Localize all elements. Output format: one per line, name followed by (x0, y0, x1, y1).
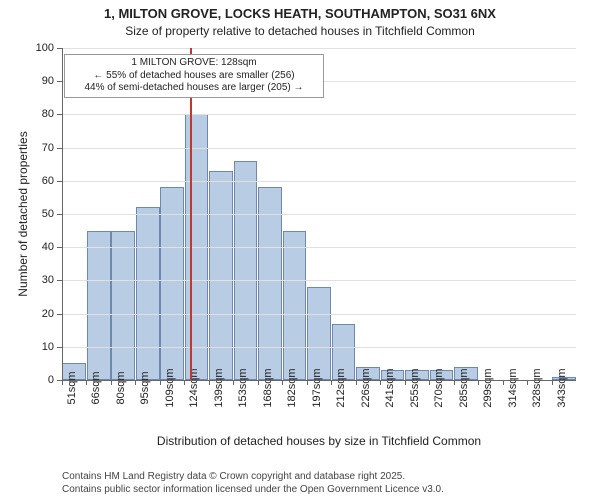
y-tick-label: 60 (0, 175, 54, 187)
chart-footer: Contains HM Land Registry data © Crown c… (0, 470, 600, 496)
footer-line-2: Contains public sector information licen… (62, 483, 600, 496)
histogram-bar (209, 171, 233, 380)
x-tick-label: 153sqm (237, 368, 249, 407)
gridline (62, 347, 576, 348)
x-tick-label: 226sqm (360, 368, 372, 407)
footer-line-1: Contains HM Land Registry data © Crown c… (62, 470, 600, 483)
annotation-line: 1 MILTON GROVE: 128sqm (69, 57, 319, 70)
histogram-bar (307, 287, 331, 380)
annotation-box: 1 MILTON GROVE: 128sqm← 55% of detached … (64, 54, 324, 98)
x-tick-label: 212sqm (335, 368, 347, 407)
gridline (62, 314, 576, 315)
property-marker-line (190, 48, 192, 380)
gridline (62, 247, 576, 248)
x-tick-label: 66sqm (90, 371, 102, 404)
x-tick-label: 109sqm (164, 368, 176, 407)
histogram-bar (258, 187, 282, 380)
x-tick-label: 299sqm (482, 368, 494, 407)
histogram-bar (87, 231, 111, 380)
x-tick-label: 139sqm (213, 368, 225, 407)
y-tick-label: 50 (0, 208, 54, 220)
histogram-bar (136, 207, 160, 380)
gridline (62, 48, 576, 49)
y-tick-label: 0 (0, 374, 54, 386)
x-axis-line (62, 380, 576, 381)
chart-container: { "layout": { "width": 600, "height": 50… (0, 0, 600, 500)
gridline (62, 280, 576, 281)
x-tick-label: 270sqm (433, 368, 445, 407)
x-tick-label: 197sqm (311, 368, 323, 407)
y-tick-label: 70 (0, 142, 54, 154)
y-axis-line (62, 48, 63, 380)
x-tick-label: 51sqm (66, 371, 78, 404)
x-tick-label: 285sqm (458, 368, 470, 407)
gridline (62, 114, 576, 115)
gridline (62, 181, 576, 182)
x-tick-label: 328sqm (531, 368, 543, 407)
x-tick-label: 241sqm (384, 368, 396, 407)
y-tick-label: 20 (0, 308, 54, 320)
histogram-bar (283, 231, 307, 380)
gridline (62, 148, 576, 149)
annotation-line: ← 55% of detached houses are smaller (25… (69, 70, 319, 83)
x-tick-label: 80sqm (115, 371, 127, 404)
x-tick-label: 168sqm (262, 368, 274, 407)
x-tick-label: 182sqm (286, 368, 298, 407)
x-tick-label: 343sqm (556, 368, 568, 407)
y-tick-label: 30 (0, 274, 54, 286)
histogram-bar (160, 187, 184, 380)
chart-title: 1, MILTON GROVE, LOCKS HEATH, SOUTHAMPTO… (0, 6, 600, 21)
y-tick-label: 40 (0, 241, 54, 253)
gridline (62, 214, 576, 215)
x-axis-label: Distribution of detached houses by size … (62, 434, 576, 448)
annotation-line: 44% of semi-detached houses are larger (… (69, 82, 319, 95)
chart-subtitle: Size of property relative to detached ho… (0, 24, 600, 38)
x-tick-label: 314sqm (507, 368, 519, 407)
histogram-bar (111, 231, 135, 380)
x-tick-label: 255sqm (409, 368, 421, 407)
x-tick-label: 95sqm (139, 371, 151, 404)
y-tick-label: 10 (0, 341, 54, 353)
y-tick-label: 100 (0, 42, 54, 54)
y-tick-label: 90 (0, 75, 54, 87)
y-tick-label: 80 (0, 108, 54, 120)
